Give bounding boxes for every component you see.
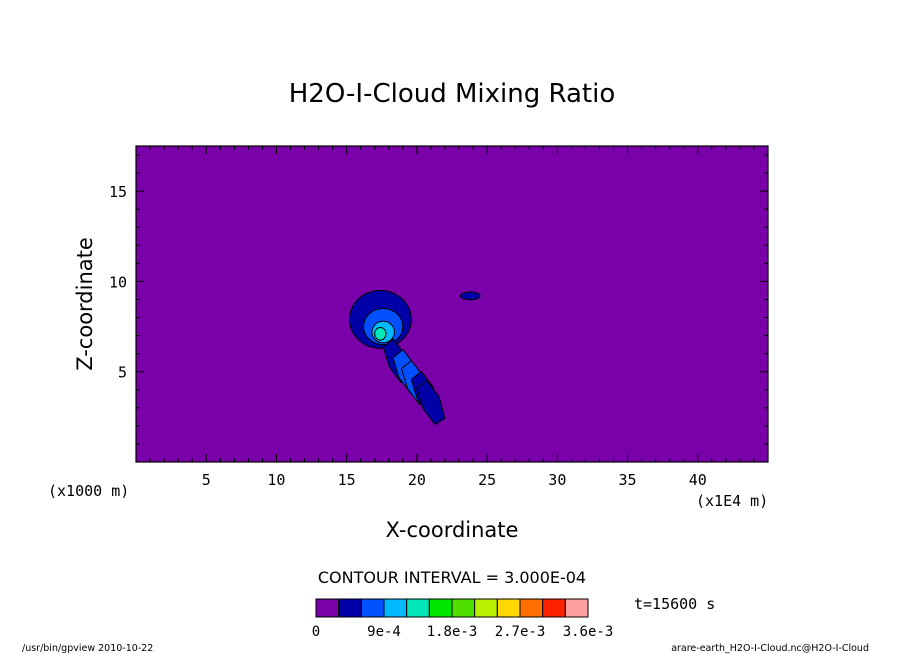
colorbar-label: 9e-4 [367,624,401,640]
colorbar-labels: 0 9e-4 1.8e-3 2.7e-3 3.6e-3 [312,624,614,640]
colorbar-swatch [496,598,521,618]
contour-interval-label: CONTOUR INTERVAL = 3.000E-04 [318,568,586,587]
plot-area [135,145,769,463]
colorbar-swatch [383,598,408,618]
colorbar-swatch [451,598,476,618]
axis-ticks [136,146,768,462]
y-axis-label: Z-coordinate [73,237,97,371]
colorbar [315,598,589,618]
chart-title: H2O-I-Cloud Mixing Ratio [289,79,616,109]
colorbar-swatch [564,598,589,618]
y-unit-label: (x1000 m) [48,482,129,500]
y-tick-labels: 5 10 15 [109,183,127,382]
colorbar-label: 2.7e-3 [495,624,546,640]
colorbar-swatch [315,598,340,618]
x-tick-labels: 5 10 15 20 25 30 35 40 [202,471,707,489]
contour-blob-3 [374,326,387,341]
time-label: t=15600 s [634,595,715,613]
x-tick-label: 15 [338,471,356,489]
contour-streak-9 [416,379,446,426]
contour-blob-4 [459,291,481,301]
x-tick-label: 20 [408,471,426,489]
colorbar-swatch [542,598,566,618]
colorbar-swatch [360,598,385,618]
x-tick-label: 10 [267,471,285,489]
footer-left: /usr/bin/gpview 2010-10-22 [22,643,153,654]
colorbar-swatch [519,598,544,618]
x-tick-label: 5 [202,471,211,489]
colorbar-label: 1.8e-3 [427,624,478,640]
colorbar-swatch [428,598,453,618]
x-tick-label: 40 [689,471,707,489]
y-tick-label: 15 [109,183,127,201]
x-axis-label: X-coordinate [386,518,519,542]
colorbar-swatch [406,598,430,618]
colorbar-swatch [474,598,498,618]
colorbar-label: 0 [312,624,320,640]
colorbar-swatch [338,598,362,618]
footer-right: arare-earth_H2O-I-Cloud.nc@H2O-I-Cloud [671,643,869,654]
contour-features [348,289,481,426]
x-tick-label: 35 [619,471,637,489]
y-tick-label: 10 [109,273,127,291]
plot-frame [135,145,769,463]
x-unit-label: (x1E4 m) [696,492,768,510]
plot-background [136,146,768,462]
x-tick-label: 30 [548,471,566,489]
x-tick-label: 25 [478,471,496,489]
colorbar-label: 3.6e-3 [563,624,614,640]
y-tick-label: 5 [118,364,127,382]
